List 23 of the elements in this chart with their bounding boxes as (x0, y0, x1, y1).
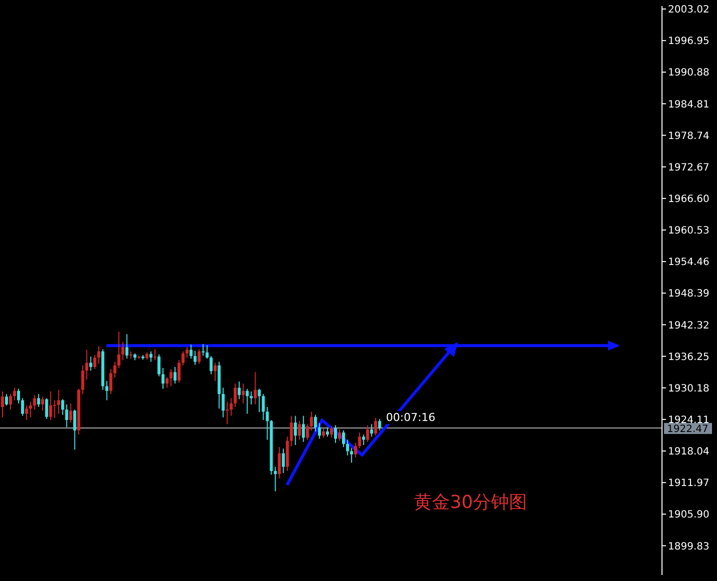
y-tick-label: 1930.18 (668, 383, 710, 394)
y-tick-label: 2003.02 (668, 4, 710, 16)
y-tick-label: 1996.95 (668, 36, 710, 48)
y-tick-label: 1990.88 (668, 68, 710, 79)
annotation: 00:07:16 (385, 411, 436, 424)
y-tick-label: 1978.74 (668, 130, 710, 142)
y-tick-label: 1905.90 (668, 510, 710, 521)
y-tick-label: 1966.60 (668, 194, 710, 205)
y-tick-label: 1984.81 (668, 99, 710, 110)
y-tick-label: 1960.53 (668, 226, 710, 237)
candlestick (202, 344, 205, 356)
y-tick-label: 1936.25 (668, 352, 710, 363)
y-tick-label: 1918.04 (668, 446, 710, 458)
candlestick (53, 400, 56, 418)
y-tick-label: 1911.97 (668, 478, 710, 490)
candlestick (226, 402, 229, 424)
y-tick-label: 1899.83 (668, 541, 710, 552)
y-tick-label: 1972.67 (668, 162, 710, 174)
y-tick-label: 1942.32 (668, 320, 710, 332)
ref-line-label: 1922.47 (667, 424, 708, 435)
y-tick-label: 1954.46 (668, 257, 710, 268)
y-tick-label: 1948.39 (668, 288, 710, 300)
text: 黄金30分钟图 (414, 491, 527, 514)
